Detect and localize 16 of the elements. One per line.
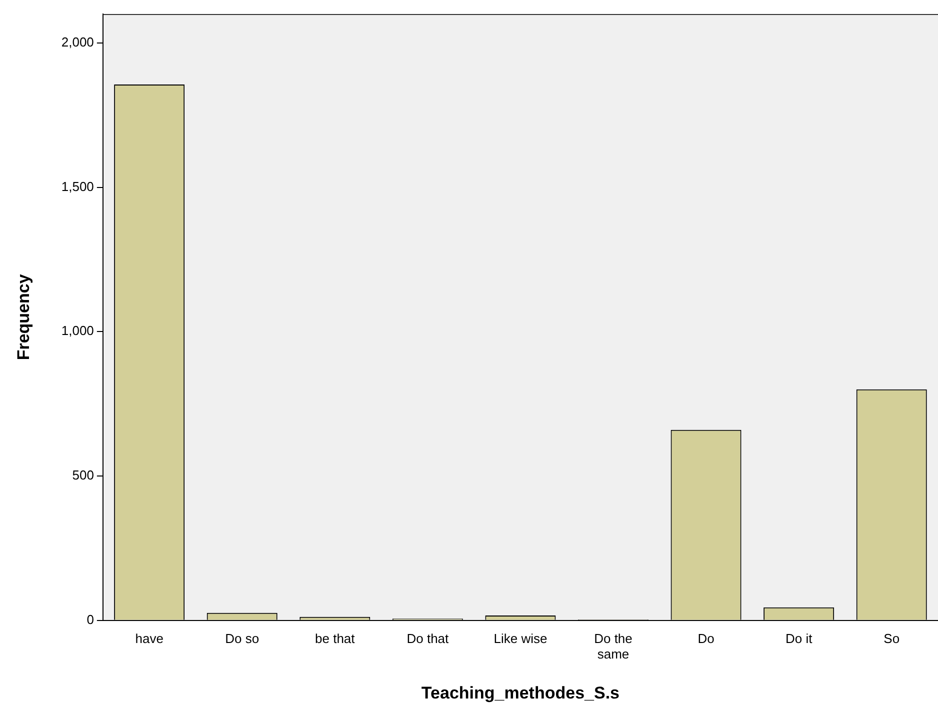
x-tick-label: Do that [406,630,450,646]
y-tick-label: 1,500 [61,178,94,194]
x-tick-label: Like wise [494,630,548,646]
x-tick-label: Do it [785,630,813,646]
x-tick-label: Do the same [594,630,632,662]
y-tick-label: 500 [72,468,94,483]
x-tick-label: have [135,630,164,646]
x-tick-label: So [884,630,900,646]
y-tick-label: 0 [86,612,94,627]
y-tick-label: 1,000 [61,323,94,338]
x-tick-label: Do so [225,630,260,646]
y-tick-label: 2,000 [61,34,94,50]
x-tick-label: Do [698,630,714,646]
x-tick-label: be that [315,630,356,646]
y-axis-title: Frequency [14,274,33,360]
x-axis-title: Teaching_methodes_S.s [421,683,620,702]
